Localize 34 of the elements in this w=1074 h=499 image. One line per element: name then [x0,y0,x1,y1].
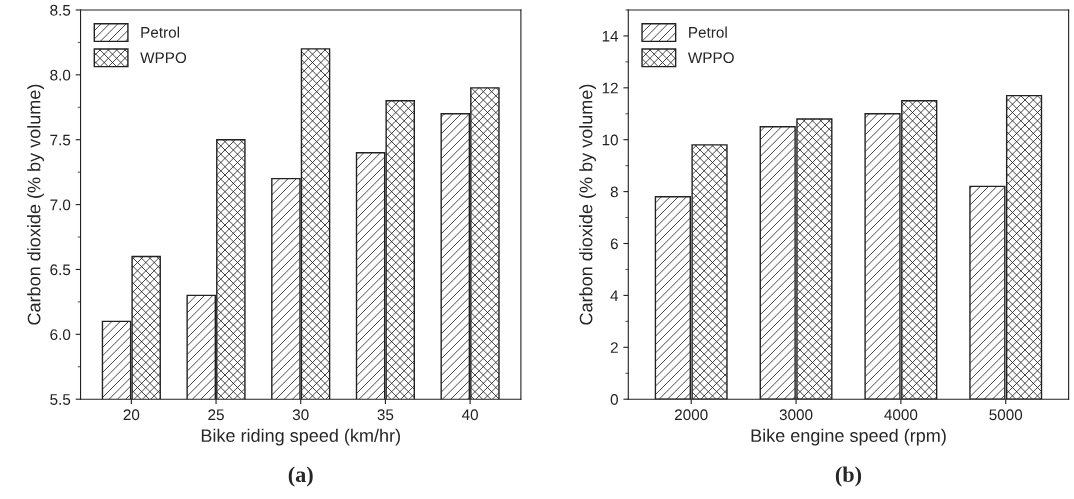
legend-label: Petrol [689,26,727,38]
x-axis-title: Bike engine speed (rpm) [751,428,946,446]
y-tick-label: 5.5 [50,394,71,405]
x-tick-label: 3000 [779,409,813,421]
y-tick-label: 14 [602,30,619,42]
y-axis-title: Carbon dioxide (% by volume) [27,84,45,325]
y-tick-label: 6.0 [50,329,71,341]
y-tick-label: 6 [610,238,618,250]
y-tick-label: 12 [602,82,618,94]
y-axis-title: Carbon dioxide (% by volume) [579,84,597,325]
text: (a) [288,466,313,487]
y-tick-label: 6.5 [50,264,71,276]
y-tick-label: 8 [610,186,618,198]
x-tick-label: 30 [292,409,309,421]
y-tick-label: 2 [610,342,618,353]
x-tick-label: 40 [461,409,478,421]
y-tick-label: 8.5 [50,4,71,16]
x-tick-label: 5000 [989,409,1023,421]
legend-label: WPPO [140,52,187,64]
x-tick-label: 4000 [884,409,918,421]
x-tick-label: 20 [123,409,140,421]
x-tick-label: 35 [377,409,394,421]
x-tick-label: 25 [208,409,224,421]
legend-label: WPPO [687,52,734,64]
y-tick-label: 7.0 [50,199,71,211]
legend-label: Petrol [141,26,180,38]
y-tick-label: 8.0 [50,69,71,81]
y-tick-label: 4 [610,290,619,301]
x-axis-title: Bike riding speed (km/hr) [201,428,400,446]
text: (b) [835,466,862,487]
x-tick-label: 2000 [674,409,708,421]
y-tick-label: 10 [602,134,618,146]
y-tick-label: 7.5 [50,134,71,146]
y-tick-label: 0 [610,394,618,405]
